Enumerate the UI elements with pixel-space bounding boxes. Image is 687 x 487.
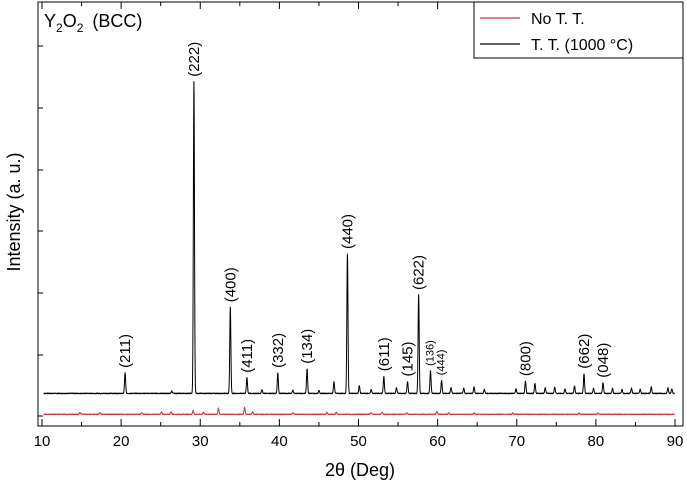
x-tick-label: 30 xyxy=(192,433,209,450)
peak-label: (800) xyxy=(518,341,535,376)
y-axis-title: Intensity (a. u.) xyxy=(4,152,24,271)
x-tick-label: 20 xyxy=(113,433,130,450)
peak-label: (211) xyxy=(117,334,134,368)
x-tick-label: 90 xyxy=(667,433,684,450)
title-element-2: O xyxy=(63,11,77,31)
peak-label: (048) xyxy=(595,343,612,378)
title-element-1: Y xyxy=(44,11,56,31)
peak-label: (400) xyxy=(222,267,239,302)
peak-label: (134) xyxy=(299,329,316,364)
peak-label: (611) xyxy=(376,337,393,371)
title-subscript-2: 2 xyxy=(77,21,84,35)
title-phase: (BCC) xyxy=(92,11,142,31)
peak-label: (222) xyxy=(186,42,203,77)
plot-frame xyxy=(37,1,684,427)
x-axis: 10 20 30 40 50 60 70 80 90 xyxy=(34,2,684,450)
legend-label-no-tt: No T. T. xyxy=(531,11,585,28)
x-tick-label: 60 xyxy=(429,433,446,450)
peak-label: (411) xyxy=(239,339,256,373)
x-tick-label: 80 xyxy=(588,433,605,450)
x-tick-label: 50 xyxy=(350,433,367,450)
peak-label: (440) xyxy=(339,214,356,249)
legend-label-tt: T. T. (1000 °C) xyxy=(531,37,633,54)
x-tick-label: 40 xyxy=(271,433,288,450)
x-axis-title: 2θ (Deg) xyxy=(325,460,395,480)
peak-label: (622) xyxy=(411,255,428,290)
y-axis xyxy=(38,45,43,417)
peak-label: (444) xyxy=(436,350,448,376)
legend-box xyxy=(473,1,684,59)
panel-title: Y2O2 (BCC) xyxy=(44,11,142,35)
peak-label: (332) xyxy=(270,333,287,368)
series-line xyxy=(43,406,675,416)
peak-label: (662) xyxy=(576,334,593,369)
peak-annotations: (211) (222) (400) (411) (332) (134) (440) (611)… xyxy=(117,42,612,378)
x-tick-label: 10 xyxy=(34,433,51,450)
x-tick-label: 70 xyxy=(508,433,525,450)
title-subscript-1: 2 xyxy=(56,21,63,35)
legend: No T. T. T. T. (1000 °C) xyxy=(473,1,684,59)
peak-label: (145) xyxy=(400,341,417,376)
plot-content xyxy=(43,80,675,416)
peak-label: (136) xyxy=(425,340,437,366)
series-line xyxy=(43,80,675,395)
